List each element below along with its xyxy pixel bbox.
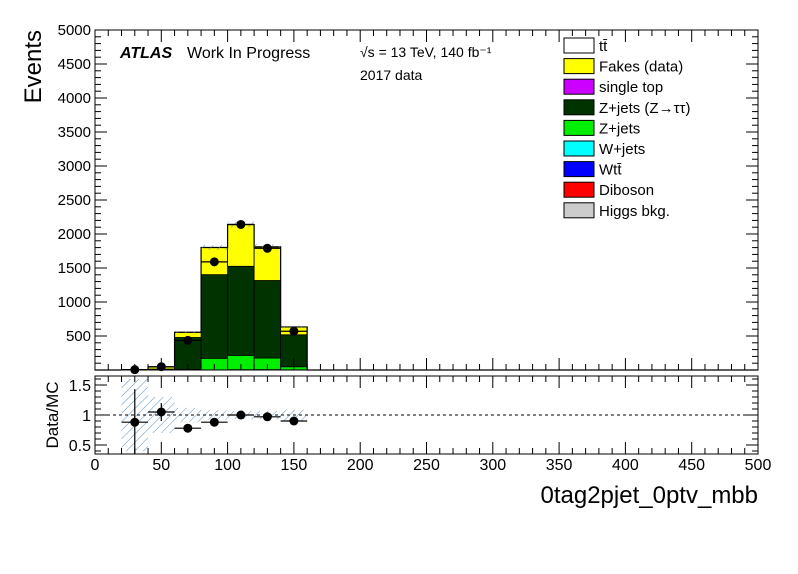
x-tick-label: 400: [612, 457, 639, 474]
ratio-point: [262, 412, 272, 422]
ratio-uncertainty-hatch: [201, 410, 228, 420]
status-label: Work In Progress: [187, 45, 310, 62]
legend-label: Z+jets: [599, 120, 640, 137]
legend-swatch: [563, 181, 595, 198]
y-tick-label: 4000: [58, 90, 91, 107]
main-y-axis: 500 1000 1500 2000 2500 3000 3500 4000 4500 5000: [58, 22, 758, 371]
x-tick-label: 250: [413, 457, 440, 474]
x-tick-label: 0: [91, 457, 100, 474]
x-tick-label: 50: [152, 457, 170, 474]
legend-label: tt̄: [599, 38, 608, 55]
legend-label: Wtt̄: [599, 162, 622, 179]
y-tick-label: 4500: [58, 56, 91, 73]
main-uncertainty-hatch: [174, 331, 202, 334]
legend-swatch: [563, 99, 595, 116]
y-tick-label: 5000: [58, 22, 91, 39]
legend-swatch: [563, 140, 595, 157]
y-tick-label: 2000: [58, 226, 91, 243]
data-point: [289, 326, 299, 336]
data-point: [183, 335, 193, 345]
legend-swatch: [563, 58, 595, 75]
data-point: [209, 257, 219, 267]
legend: tt̄ Fakes (data) single top Z+jets (Z→ττ) Z+…: [563, 37, 690, 220]
main-uncertainty-hatch: [201, 245, 228, 250]
ratio-point: [289, 416, 299, 426]
legend-swatch: [563, 37, 595, 54]
y-tick-label: 2500: [58, 192, 91, 209]
x-tick-label: 200: [347, 457, 374, 474]
ratio-point: [183, 423, 193, 433]
ratio-point: [209, 417, 219, 427]
energy-lumi-label: √s = 13 TeV, 140 fb⁻¹: [360, 44, 492, 60]
stack-bar-z-jets-z-: [253, 280, 282, 359]
legend-swatch: [563, 202, 595, 219]
x-tick-label: 100: [214, 457, 241, 474]
ratio-point: [236, 410, 246, 420]
ratio-y-tick-label: 1.5: [69, 378, 91, 395]
legend-swatch: [563, 119, 595, 136]
stack-bar-fakes-data-: [227, 224, 255, 267]
x-tick-label: 300: [479, 457, 506, 474]
main-y-axis-title: Events: [20, 30, 47, 103]
legend-label: Z+jets (Z→ττ): [599, 100, 690, 117]
legend-label: Higgs bkg.: [599, 203, 670, 220]
y-tick-label: 500: [66, 328, 91, 345]
atlas-label: ATLAS: [119, 45, 172, 62]
ratio-point: [156, 407, 166, 417]
x-axis-title: 0tag2pjet_0ptv_mbb: [541, 482, 759, 509]
ratio-x-axis: 0 50 100 150 200 250 300 350 400 450 500: [91, 376, 772, 474]
ratio-point: [130, 417, 140, 427]
data-point: [236, 219, 246, 229]
data-point: [262, 243, 272, 253]
ratio-y-axis: 0.5 1 1.5: [69, 378, 758, 455]
dataset-label: 2017 data: [360, 67, 422, 83]
y-tick-label: 1000: [58, 294, 91, 311]
x-tick-label: 500: [745, 457, 772, 474]
y-tick-label: 1500: [58, 260, 91, 277]
stack-bar-z-jets-z-: [227, 265, 255, 356]
ratio-y-axis-title: Data/MC: [43, 381, 62, 448]
ratio-y-tick-label: 0.5: [69, 438, 91, 455]
stack-bar-z-jets-z-: [200, 274, 229, 359]
legend-swatch: [563, 78, 595, 95]
stacked-histogram: [95, 223, 758, 371]
legend-label: Fakes (data): [599, 59, 683, 76]
y-tick-label: 3000: [58, 158, 91, 175]
legend-label: W+jets: [599, 141, 645, 158]
legend-swatch: [563, 161, 595, 178]
legend-label: Diboson: [599, 182, 654, 199]
y-tick-label: 3500: [58, 124, 91, 141]
legend-label: single top: [599, 79, 663, 96]
x-tick-label: 350: [546, 457, 573, 474]
ratio-points: [121, 389, 308, 454]
ratio-y-tick-label: 1: [82, 408, 91, 425]
x-tick-label: 150: [281, 457, 308, 474]
x-tick-label: 450: [678, 457, 705, 474]
main-x-axis-ticks: [94, 30, 759, 370]
